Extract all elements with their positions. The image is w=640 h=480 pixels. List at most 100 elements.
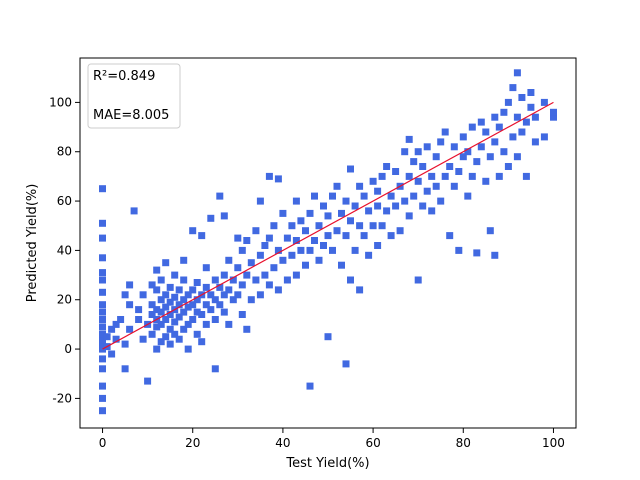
data-point — [518, 94, 526, 101]
y-tick-label: -20 — [52, 391, 72, 405]
data-point — [162, 303, 170, 311]
data-point — [99, 340, 106, 348]
data-point — [315, 222, 323, 230]
data-point — [220, 291, 228, 299]
data-point — [193, 296, 201, 304]
data-point — [396, 227, 404, 235]
data-point — [157, 338, 165, 346]
data-point — [153, 306, 161, 314]
data-point — [302, 227, 309, 235]
data-point — [464, 148, 472, 156]
data-point — [184, 291, 192, 299]
data-point — [234, 291, 242, 299]
data-point — [387, 232, 395, 240]
data-point — [211, 365, 219, 373]
data-point — [108, 325, 116, 333]
data-point — [495, 123, 503, 131]
data-point — [220, 271, 228, 279]
x-tick-label: 80 — [456, 436, 471, 450]
data-point — [274, 246, 282, 254]
data-point — [405, 212, 413, 220]
data-point — [387, 192, 395, 200]
data-point — [265, 234, 273, 242]
data-point — [126, 301, 134, 309]
data-point — [234, 264, 242, 272]
data-point — [175, 313, 183, 321]
data-point — [157, 276, 165, 284]
data-point — [550, 108, 557, 116]
data-point — [428, 172, 436, 180]
data-point — [189, 286, 197, 294]
x-tick-label: 100 — [542, 436, 565, 450]
data-point — [504, 98, 512, 106]
data-point — [99, 219, 106, 227]
data-point — [202, 301, 210, 309]
data-point — [356, 222, 364, 230]
data-point — [432, 153, 440, 161]
data-point — [410, 158, 418, 166]
mae-annotation: MAE=8.005 — [93, 108, 169, 123]
data-point — [315, 256, 323, 264]
data-point — [162, 333, 170, 341]
x-axis-label: Test Yield(%) — [285, 456, 369, 471]
data-point — [157, 320, 165, 328]
data-point — [329, 246, 336, 254]
data-point — [522, 172, 530, 180]
data-point — [99, 335, 106, 343]
y-axis-label: Predicted Yield(%) — [25, 184, 40, 303]
data-point — [383, 163, 391, 170]
data-point — [365, 207, 373, 215]
data-point — [450, 182, 458, 190]
data-point — [252, 276, 260, 284]
data-point — [369, 177, 377, 185]
data-point — [414, 148, 422, 156]
data-point — [513, 153, 521, 161]
data-point — [405, 135, 413, 143]
data-point — [288, 251, 296, 259]
data-point — [540, 133, 548, 141]
data-point — [99, 323, 106, 331]
data-point — [243, 271, 251, 279]
data-point — [121, 340, 129, 348]
data-point — [99, 394, 106, 402]
data-point — [437, 138, 445, 146]
data-point — [252, 227, 260, 235]
data-point — [531, 113, 539, 121]
y-tick-label: 60 — [57, 194, 72, 208]
data-point — [531, 138, 539, 146]
data-point — [157, 296, 165, 304]
data-point — [540, 98, 548, 106]
data-point — [527, 89, 535, 96]
data-point — [324, 212, 332, 220]
data-point — [374, 187, 382, 195]
data-point — [473, 158, 481, 166]
data-point — [243, 237, 251, 244]
data-point — [216, 283, 224, 291]
data-point — [256, 197, 264, 205]
y-tick-label: 40 — [57, 243, 72, 257]
data-point — [441, 172, 449, 180]
data-point — [175, 286, 183, 294]
data-point — [171, 271, 179, 279]
data-point — [180, 276, 188, 284]
data-point — [477, 143, 485, 151]
data-point — [450, 143, 458, 151]
data-point — [446, 163, 454, 170]
data-point — [477, 118, 485, 126]
data-point — [99, 316, 106, 323]
data-point — [99, 276, 106, 284]
data-point — [166, 325, 174, 333]
data-point — [162, 316, 170, 323]
data-point — [279, 209, 287, 217]
data-point — [333, 227, 341, 235]
data-point — [392, 202, 400, 210]
y-tick-label: 80 — [57, 145, 72, 159]
data-point — [207, 306, 215, 314]
data-point — [175, 301, 183, 309]
data-point — [342, 232, 350, 240]
data-point — [238, 281, 246, 289]
data-point — [121, 291, 129, 299]
data-point — [374, 202, 382, 210]
data-point — [329, 192, 336, 200]
